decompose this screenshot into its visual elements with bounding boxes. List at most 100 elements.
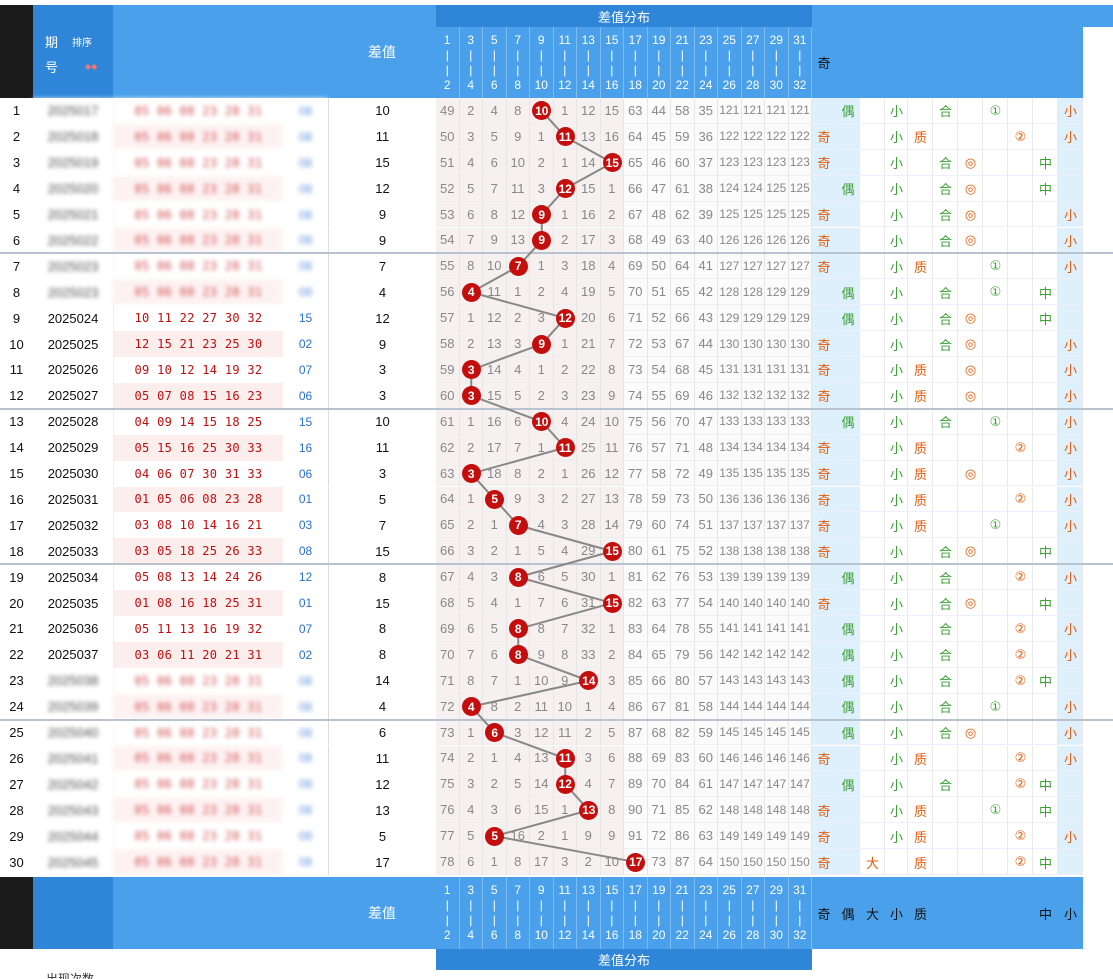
dist-col-head[interactable]: 7 | | 8 [506,27,530,98]
dist-col-head[interactable]: 1 | | 2 [436,27,460,98]
dist-cell: 3 [506,331,530,357]
attr-col-head[interactable] [836,27,860,98]
footer-attr-head[interactable]: 小 [885,877,908,949]
sort-arrows-icon[interactable]: ◆◆ [85,62,98,71]
footer-attr-head[interactable]: 奇 [812,877,836,949]
attr-col-head[interactable]: 奇 [812,27,836,98]
attr-value: 偶 [841,777,855,793]
dist-col-head[interactable]: 19 | | 20 [647,27,671,98]
footer-dist-col-head[interactable]: 15 | | 16 [600,877,624,949]
attr-value: 合 [938,648,952,664]
attr-col-head[interactable] [908,27,933,98]
footer-attr-head[interactable]: 质 [908,877,933,949]
attr-cell [860,227,885,254]
dist-col-head[interactable]: 21 | | 22 [671,27,695,98]
attr-col-head[interactable] [1033,27,1058,98]
attr-cell [1058,434,1083,461]
dist-col-head[interactable]: 31 | | 32 [788,27,812,98]
footer-dist-col-head[interactable]: 17 | | 18 [624,877,648,949]
row-index: 16 [0,486,33,513]
attr-cell [1058,331,1083,357]
attr-col-head[interactable] [1058,27,1083,98]
attr-cell [908,149,933,176]
dist-cell: 4 [506,745,530,772]
footer-dist-col-head[interactable]: 5 | | 6 [483,877,507,949]
dist-cell: 139 [718,564,742,591]
dist-col-head[interactable]: 3 | | 4 [459,27,483,98]
dist-cell: 78 [624,486,648,513]
row-blue: 08 [283,201,328,228]
dist-cell: 55 [694,616,718,642]
attr-col-head[interactable] [885,27,908,98]
header-issue[interactable]: 期 排序号 ◆◆ [33,5,113,98]
hit-ball: 10 [532,412,552,432]
dist-col-head[interactable]: 23 | | 24 [694,27,718,98]
dist-cell: 69 [436,616,460,642]
dist-cell: 1 [483,849,507,875]
dist-cell: 2 [577,719,601,746]
footer-attr-head[interactable]: 偶 [836,877,860,949]
attr-col-head[interactable] [983,27,1008,98]
attr-col-head[interactable] [933,27,958,98]
dist-col-head[interactable]: 15 | | 16 [600,27,624,98]
footer-dist-col-head[interactable]: 13 | | 14 [577,877,601,949]
dist-cell: 2 [483,771,507,798]
dist-cell: 143 [788,667,812,694]
footer-dist-col-head[interactable]: 31 | | 32 [788,877,812,949]
attr-cell [860,331,885,357]
row-index: 14 [0,434,33,461]
sort-toggle[interactable]: 排序 [72,38,93,49]
footer-attr-head[interactable]: 中 [1033,877,1058,949]
attr-col-head[interactable] [958,27,983,98]
footer-attr-head[interactable]: 小 [1058,877,1083,949]
footer-attr-head[interactable] [958,877,983,949]
footer-dist-col-head[interactable]: 21 | | 22 [671,877,695,949]
footer-dist-col-head[interactable]: 7 | | 8 [506,877,530,949]
attr-value: 质 [913,518,927,534]
row-index: 11 [0,357,33,383]
attr-cell [933,512,958,539]
row-numbers: 03 06 11 20 21 31 [113,641,283,668]
dist-cell: 147 [788,771,812,798]
attr-value: 小 [889,441,903,457]
footer-dist-col-head[interactable]: 1 | | 2 [436,877,460,949]
footer-attr-head[interactable] [983,877,1008,949]
footer-dist-col-head[interactable]: 9 | | 10 [530,877,554,949]
dist-col-head[interactable]: 17 | | 18 [624,27,648,98]
dist-cell: 1 [553,797,577,824]
dist-col-head[interactable]: 11 | | 12 [553,27,577,98]
dist-col-head[interactable]: 29 | | 30 [765,27,789,98]
footer-dist-col-head[interactable]: 29 | | 30 [765,877,789,949]
attr-col-head[interactable] [1008,27,1033,98]
dist-col-head[interactable]: 13 | | 14 [577,27,601,98]
footer-dist-col-head[interactable]: 27 | | 28 [741,877,765,949]
attr-cell [836,486,860,513]
footer-attr-head[interactable]: 大 [860,877,885,949]
dist-col-head[interactable]: 5 | | 6 [483,27,507,98]
hit-ball: 11 [555,127,575,147]
dist-col-head[interactable]: 25 | | 26 [718,27,742,98]
footer-dist-col-head[interactable]: 19 | | 20 [647,877,671,949]
dist-cell: 9 [506,486,530,513]
footer-dist-col-head[interactable]: 11 | | 12 [553,877,577,949]
dist-cell: 60 [671,149,695,176]
dist-cell: 35 [694,98,718,124]
attr-cell [1008,693,1033,720]
attr-cell [860,823,885,850]
footer-dist-col-head[interactable]: 25 | | 26 [718,877,742,949]
attr-col-head[interactable] [860,27,885,98]
attr-cell [958,460,983,487]
dist-cell: 1 [506,667,530,694]
attr-cell [908,123,933,150]
footer-dist-col-head[interactable]: 3 | | 4 [459,877,483,949]
row-diff: 6 [328,719,436,746]
row-index: 3 [0,149,33,176]
footer-attr-head[interactable] [1008,877,1033,949]
dist-cell: 8 [483,693,507,720]
footer-attr-head[interactable] [933,877,958,949]
attr-cell [1033,745,1058,772]
attr-cell [885,590,908,616]
dist-col-head[interactable]: 9 | | 10 [530,27,554,98]
dist-col-head[interactable]: 27 | | 28 [741,27,765,98]
footer-dist-col-head[interactable]: 23 | | 24 [694,877,718,949]
